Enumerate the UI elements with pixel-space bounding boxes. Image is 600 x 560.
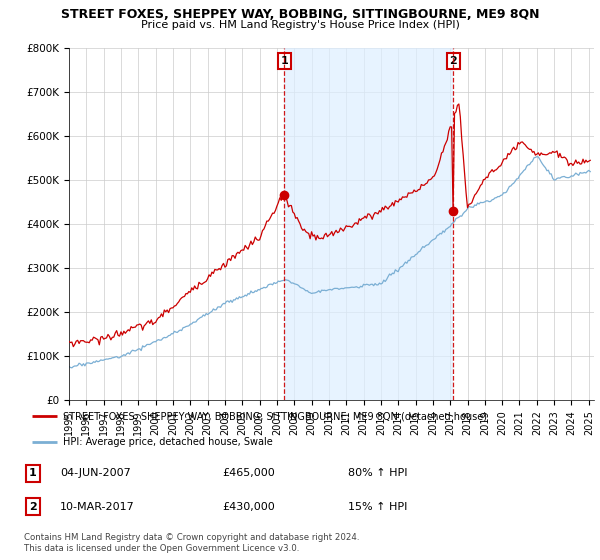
Text: HPI: Average price, detached house, Swale: HPI: Average price, detached house, Swal… — [63, 437, 273, 447]
Text: £430,000: £430,000 — [222, 502, 275, 512]
Text: £465,000: £465,000 — [222, 468, 275, 478]
Text: STREET FOXES, SHEPPEY WAY, BOBBING, SITTINGBOURNE, ME9 8QN: STREET FOXES, SHEPPEY WAY, BOBBING, SITT… — [61, 8, 539, 21]
Text: 2: 2 — [449, 56, 457, 66]
Text: STREET FOXES, SHEPPEY WAY, BOBBING, SITTINGBOURNE, ME9 8QN (detached house): STREET FOXES, SHEPPEY WAY, BOBBING, SITT… — [63, 412, 487, 422]
Text: 1: 1 — [280, 56, 288, 66]
Bar — [284, 48, 454, 400]
Text: Contains HM Land Registry data © Crown copyright and database right 2024.
This d: Contains HM Land Registry data © Crown c… — [24, 533, 359, 553]
Text: 15% ↑ HPI: 15% ↑ HPI — [348, 502, 407, 512]
Text: 10-MAR-2017: 10-MAR-2017 — [60, 502, 135, 512]
Text: 1: 1 — [29, 468, 37, 478]
Text: Price paid vs. HM Land Registry's House Price Index (HPI): Price paid vs. HM Land Registry's House … — [140, 20, 460, 30]
Text: 80% ↑ HPI: 80% ↑ HPI — [348, 468, 407, 478]
Text: 2: 2 — [29, 502, 37, 512]
Text: 04-JUN-2007: 04-JUN-2007 — [60, 468, 131, 478]
